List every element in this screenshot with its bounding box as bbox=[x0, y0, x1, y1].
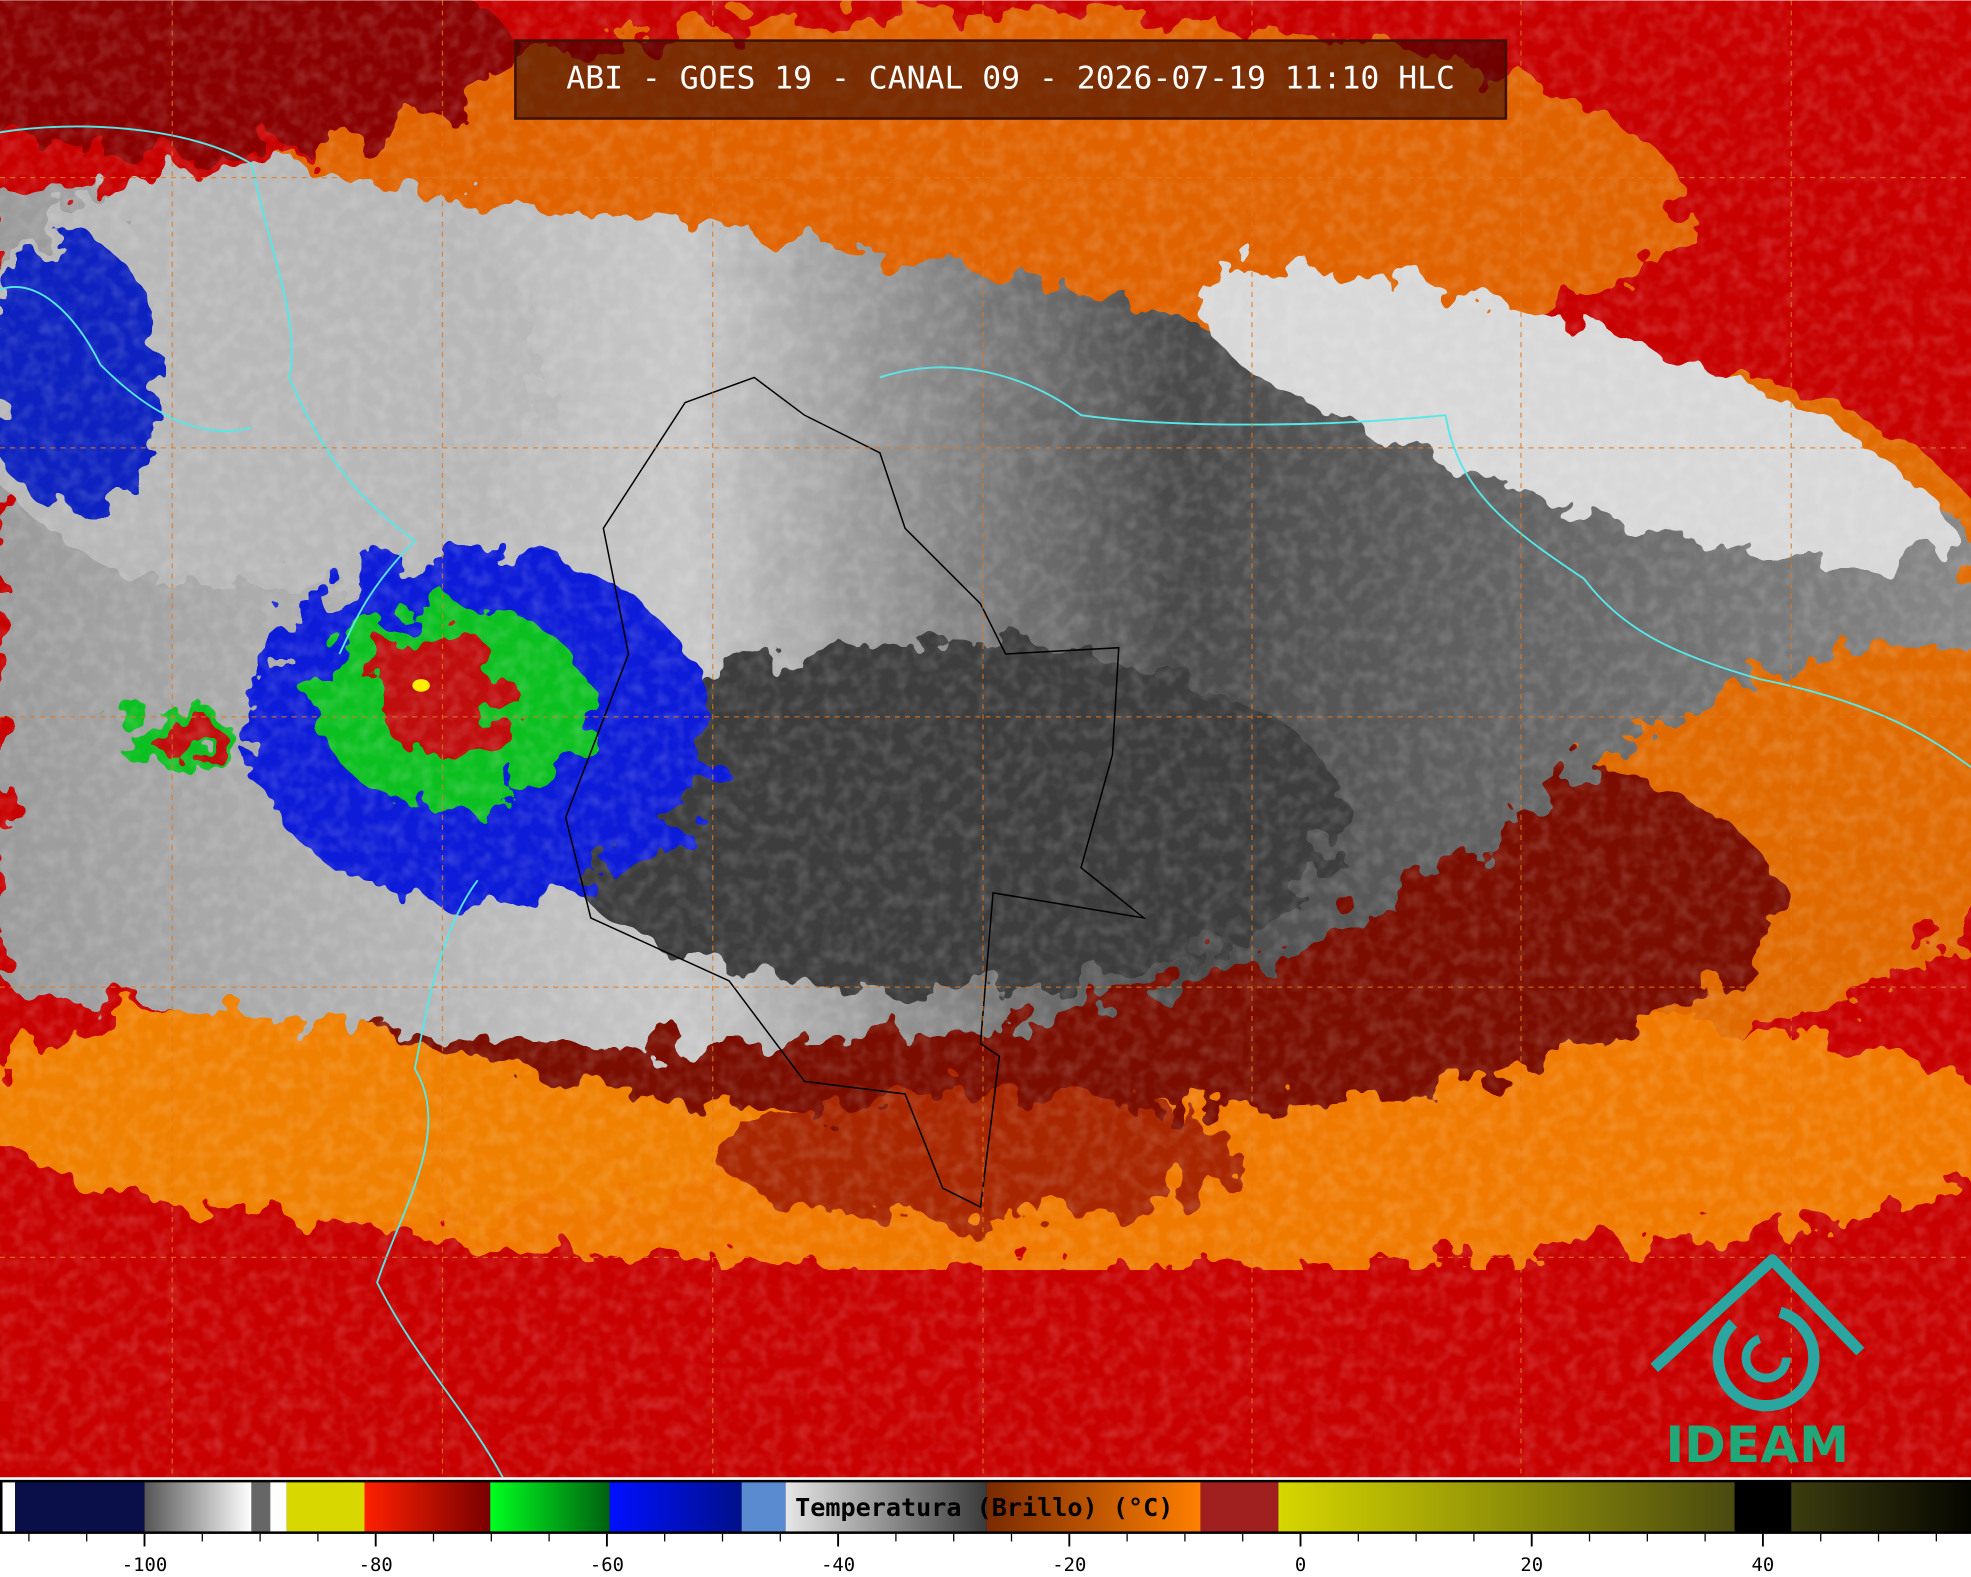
title-box bbox=[514, 39, 1508, 120]
coastline bbox=[0, 125, 1971, 1478]
tick-label: -20 bbox=[1052, 1555, 1086, 1576]
tick-label: 0 bbox=[1295, 1555, 1306, 1576]
logo-text: IDEAM bbox=[1665, 1415, 1849, 1474]
tick-label: -80 bbox=[359, 1555, 393, 1576]
map: ABI - GOES 19 - CANAL 09 - 2026-07-19 11… bbox=[0, 0, 1971, 1478]
tick-label: 20 bbox=[1520, 1555, 1543, 1576]
logo: IDEAM bbox=[1650, 1254, 1865, 1474]
title: ABI - GOES 19 - CANAL 09 - 2026-07-19 11… bbox=[566, 61, 1455, 97]
colorbar-axis: -100 -80 -60 -40 -20 0 20 40 bbox=[28, 1533, 1937, 1576]
tick-label: -60 bbox=[590, 1555, 624, 1576]
tick-label: -40 bbox=[821, 1555, 855, 1576]
tick-label: -100 bbox=[122, 1555, 167, 1576]
tick-label: 40 bbox=[1752, 1555, 1775, 1576]
colorbar-label: Temperatura (Brillo) (°C) bbox=[795, 1493, 1173, 1522]
cloud-top bbox=[412, 679, 430, 692]
country-border bbox=[564, 376, 1147, 1209]
graticule bbox=[0, 0, 1971, 1478]
colorbar: Temperatura (Brillo) (°C) bbox=[0, 1479, 1971, 1534]
